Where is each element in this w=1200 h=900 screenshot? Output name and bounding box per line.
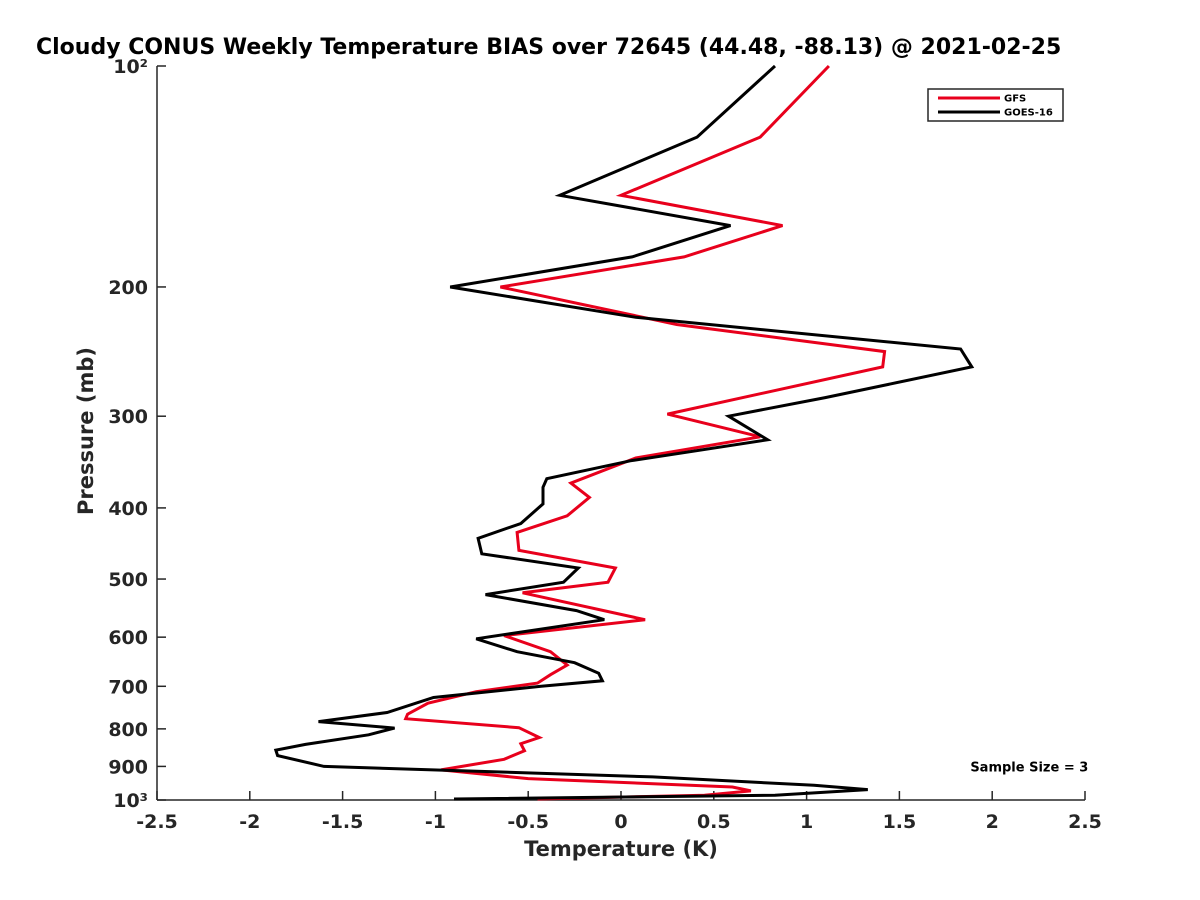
x-tick-label: 0.5 (697, 811, 731, 833)
y-tick-label: 900 (108, 756, 148, 778)
y-tick-label: 10² (113, 56, 148, 78)
series-layer (273, 64, 975, 801)
y-ticks: 10² 200 300 400 500 600 700 800 900 10³ (108, 56, 166, 812)
y-tick-label: 800 (108, 719, 148, 741)
annotations: Sample Size = 3 (970, 760, 1088, 775)
x-tick-label: 2.5 (1068, 811, 1102, 833)
y-tick-label: 200 (108, 277, 148, 299)
y-tick-label: 600 (108, 627, 148, 649)
x-tick-label: 1.5 (883, 811, 917, 833)
x-tick-label: -1 (425, 811, 446, 833)
legend-label: GFS (1004, 94, 1026, 105)
x-tick-label: 2 (986, 811, 999, 833)
y-tick-label: 10³ (113, 790, 148, 812)
x-tick-label: -2 (239, 811, 260, 833)
y-tick-label: 500 (108, 569, 148, 591)
y-tick-label: 400 (108, 498, 148, 520)
sample-size-annotation: Sample Size = 3 (970, 760, 1088, 775)
legend-box (927, 88, 1064, 122)
x-tick-label: -0.5 (507, 811, 549, 833)
x-tick-label: 1 (800, 811, 813, 833)
x-tick-label: 0 (614, 811, 627, 833)
legend-items: GFS GOES-16 (938, 94, 1053, 119)
chart-title: Cloudy CONUS Weekly Temperature BIAS ove… (36, 35, 1061, 60)
y-axis-label: Pressure (mb) (74, 347, 98, 515)
x-axis-label: Temperature (K) (524, 837, 718, 861)
series-line-gfs (403, 64, 887, 801)
legend: GFS GOES-16 (927, 88, 1064, 122)
x-tick-label: -2.5 (136, 811, 178, 833)
legend-label: GOES-16 (1004, 108, 1053, 119)
x-tick-label: -1.5 (322, 811, 364, 833)
y-tick-label: 300 (108, 406, 148, 428)
y-tick-label: 700 (108, 676, 148, 698)
series-line-goes-16 (273, 64, 975, 801)
x-ticks: -2.5 -2 -1.5 -1 -0.5 0 0.5 1 1.5 2 2.5 (136, 791, 1102, 833)
